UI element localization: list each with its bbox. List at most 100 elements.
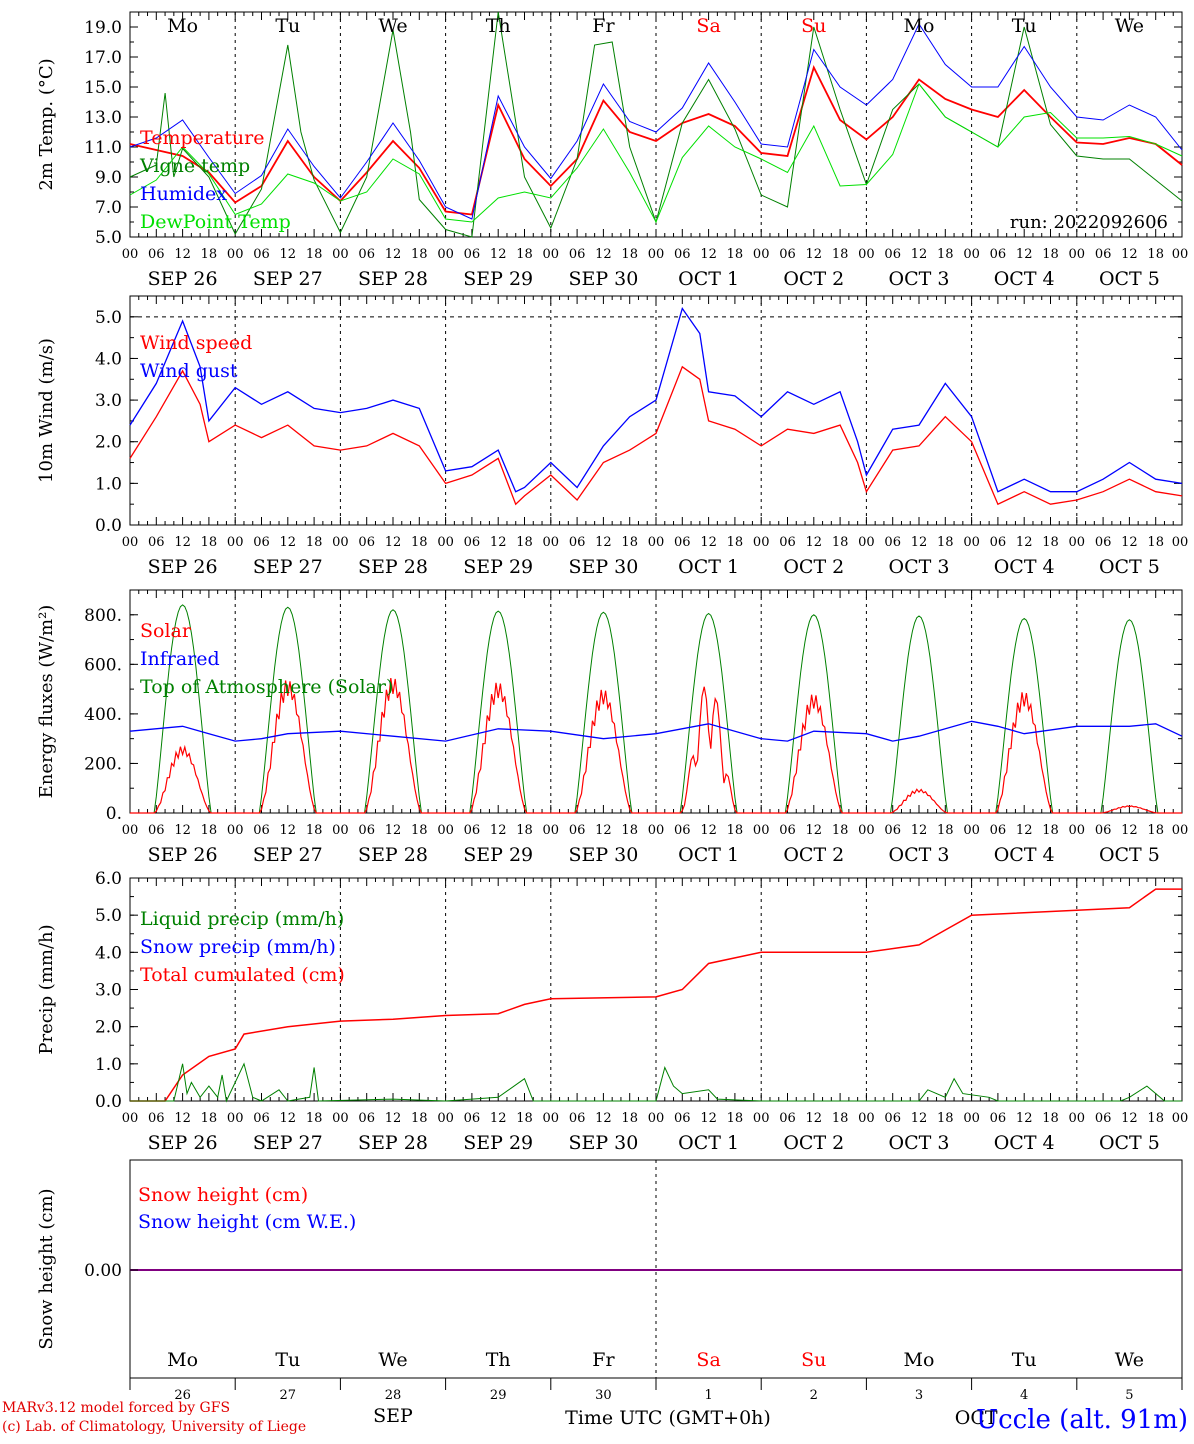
hour-tick-label: 00 (543, 1111, 560, 1126)
date-label: SEP 30 (568, 844, 638, 866)
hour-tick-label: 18 (411, 247, 428, 262)
hour-tick-label: 06 (674, 247, 691, 262)
weekday-label-bottom: We (1115, 1349, 1144, 1371)
date-label: OCT 5 (1099, 268, 1160, 290)
hour-tick-label: 18 (621, 535, 638, 550)
date-label: SEP 26 (148, 844, 218, 866)
toa-solar-day-10 (1076, 619, 1182, 814)
hour-tick-label: 18 (621, 247, 638, 262)
date-label: OCT 2 (783, 268, 844, 290)
solar-day-1 (130, 744, 236, 814)
hour-tick-label: 18 (201, 823, 218, 838)
hour-tick-label: 00 (963, 1111, 980, 1126)
hour-tick-label: 12 (385, 1111, 402, 1126)
hour-tick-label: 06 (253, 535, 270, 550)
hour-tick-label: 06 (779, 535, 796, 550)
hour-tick-label: 00 (1069, 823, 1086, 838)
hour-tick-label: 06 (464, 823, 481, 838)
day-number-label: 26 (174, 1388, 191, 1403)
day-number-label: 1 (704, 1388, 712, 1403)
month-label-sep: SEP (373, 1405, 413, 1427)
hour-tick-label: 00 (1069, 247, 1086, 262)
hour-tick-label: 12 (595, 823, 612, 838)
month-label-oct: OCT (955, 1407, 998, 1429)
legend-entry: Wind gust (140, 360, 238, 382)
hour-tick-label: 00 (753, 823, 770, 838)
hour-tick-label: 00 (648, 535, 665, 550)
hour-tick-label: 06 (464, 535, 481, 550)
hour-tick-label: 18 (937, 1111, 954, 1126)
y-tick-label: 19.0 (84, 18, 122, 38)
hour-tick-label: 12 (595, 535, 612, 550)
solar-day-6 (656, 686, 762, 814)
hour-tick-label: 00 (543, 823, 560, 838)
y-tick-label: 9.0 (95, 168, 122, 188)
hour-tick-label: 06 (358, 823, 375, 838)
hour-tick-label: 06 (674, 823, 691, 838)
hour-tick-label: 06 (148, 247, 165, 262)
hour-tick-label: 00 (227, 535, 244, 550)
hour-tick-label: 06 (253, 247, 270, 262)
y-tick-label: 3.0 (95, 981, 122, 1001)
date-label: SEP 29 (463, 1132, 533, 1154)
legend-entry: Snow precip (mm/h) (140, 936, 336, 958)
day-number-label: 29 (490, 1388, 507, 1403)
hour-tick-label: 06 (674, 535, 691, 550)
hour-tick-label: 18 (727, 1111, 744, 1126)
hour-tick-label: 00 (122, 535, 139, 550)
hour-tick-label: 12 (595, 247, 612, 262)
series-line-liquid-precip-mm-h- (130, 1062, 1182, 1103)
hour-tick-label: 18 (832, 535, 849, 550)
y-tick-label: 2.0 (95, 433, 122, 453)
day-number-label: 28 (385, 1388, 402, 1403)
hour-tick-label: 12 (280, 1111, 297, 1126)
hour-tick-label: 12 (385, 535, 402, 550)
hour-tick-label: 18 (306, 823, 323, 838)
y-tick-label: 7.0 (95, 198, 122, 218)
hour-tick-label: 18 (727, 823, 744, 838)
y-tick-label: 17.0 (84, 48, 122, 68)
hour-tick-label: 12 (490, 823, 507, 838)
hour-tick-label: 00 (543, 247, 560, 262)
y-tick-label: 0. (106, 804, 122, 824)
solar-day-10 (1076, 805, 1182, 814)
time-axis-label: Time UTC (GMT+0h) (565, 1407, 771, 1429)
date-label: OCT 4 (994, 1132, 1055, 1154)
date-label: OCT 3 (889, 844, 950, 866)
hour-tick-label: 00 (858, 535, 875, 550)
hour-tick-label: 18 (1042, 823, 1059, 838)
hour-tick-label: 00 (648, 1111, 665, 1126)
date-label: SEP 26 (148, 556, 218, 578)
weekday-label: Mo (167, 15, 198, 37)
hour-tick-label: 18 (1147, 1111, 1164, 1126)
hour-tick-label: 06 (674, 1111, 691, 1126)
solar-day-4 (445, 682, 551, 814)
hour-tick-label: 06 (569, 247, 586, 262)
legend-entry: Top of Atmosphere (Solar) (140, 676, 393, 698)
hour-tick-label: 12 (700, 247, 717, 262)
hour-tick-label: 18 (516, 823, 533, 838)
hour-tick-label: 06 (358, 247, 375, 262)
hour-tick-label: 12 (1016, 535, 1033, 550)
y-tick-label: 11.0 (84, 138, 122, 158)
y-axis-label-wind: 10m Wind (m/s) (36, 338, 57, 483)
hour-tick-label: 00 (963, 823, 980, 838)
hour-tick-label: 06 (253, 823, 270, 838)
series-line-humidex (129, 22, 1183, 220)
weekday-label: Mo (904, 15, 935, 37)
date-label: OCT 5 (1099, 556, 1160, 578)
hour-tick-label: 12 (174, 247, 191, 262)
weekday-label-bottom: Mo (904, 1349, 935, 1371)
hour-tick-label: 18 (411, 823, 428, 838)
hour-tick-label: 18 (516, 1111, 533, 1126)
hour-tick-label: 12 (280, 247, 297, 262)
hour-tick-label: 12 (1016, 247, 1033, 262)
weekday-label: Tu (1012, 15, 1037, 37)
solar-day-3 (340, 678, 446, 814)
weekday-label: Th (486, 15, 511, 37)
model-credit: MARv3.12 model forced by GFS (2, 1400, 231, 1416)
hour-tick-label: 06 (884, 1111, 901, 1126)
hour-tick-label: 00 (963, 535, 980, 550)
hour-tick-label: 12 (1121, 823, 1138, 838)
